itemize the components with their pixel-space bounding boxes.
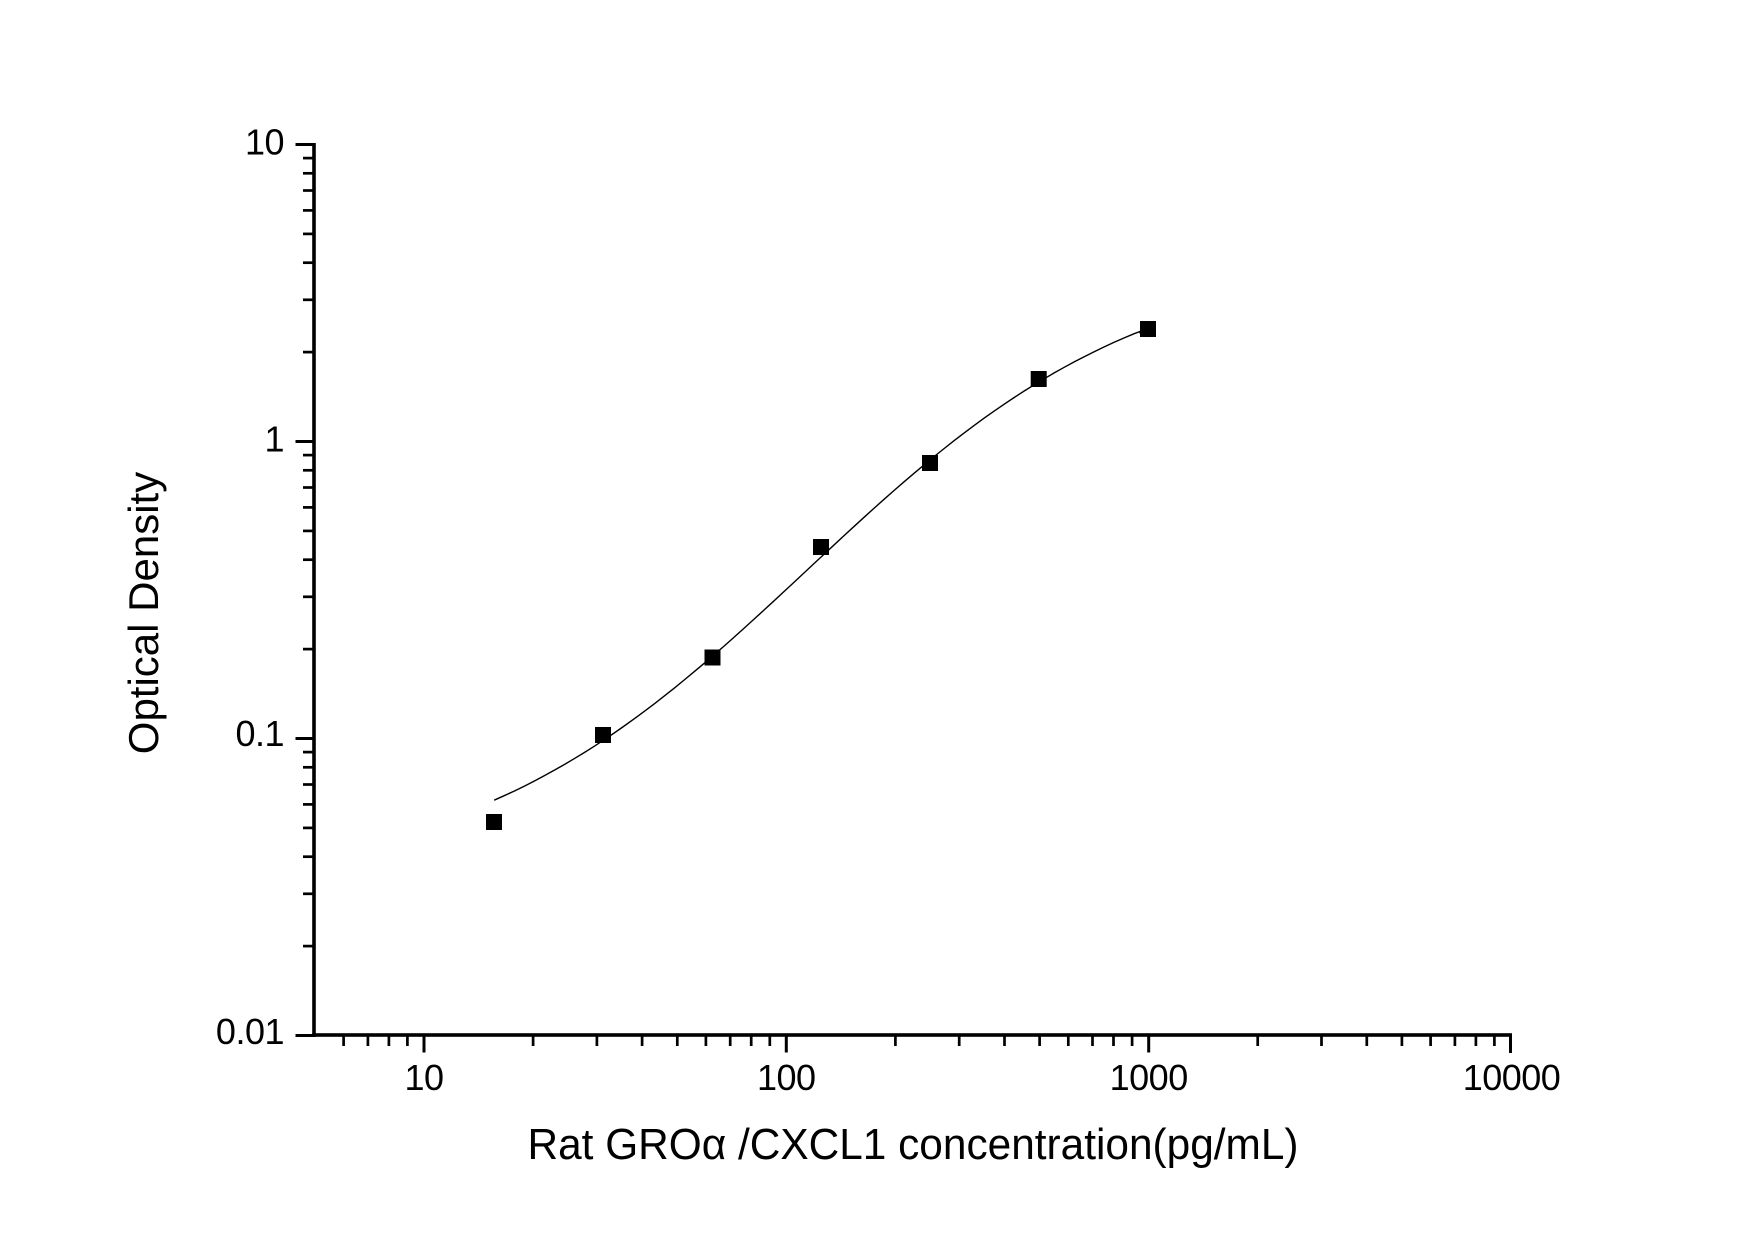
svg-text:10000: 10000 bbox=[1463, 1057, 1561, 1098]
svg-text:100: 100 bbox=[757, 1057, 816, 1098]
svg-text:Rat GROα /CXCL1 concentration(: Rat GROα /CXCL1 concentration(pg/mL) bbox=[528, 1120, 1299, 1169]
svg-text:1: 1 bbox=[264, 419, 284, 460]
svg-text:1000: 1000 bbox=[1110, 1057, 1188, 1098]
svg-text:0.01: 0.01 bbox=[216, 1011, 284, 1052]
svg-text:0.1: 0.1 bbox=[235, 713, 284, 754]
svg-text:10: 10 bbox=[404, 1057, 443, 1098]
svg-text:10: 10 bbox=[245, 122, 284, 163]
svg-text:Optical Density: Optical Density bbox=[120, 472, 167, 754]
